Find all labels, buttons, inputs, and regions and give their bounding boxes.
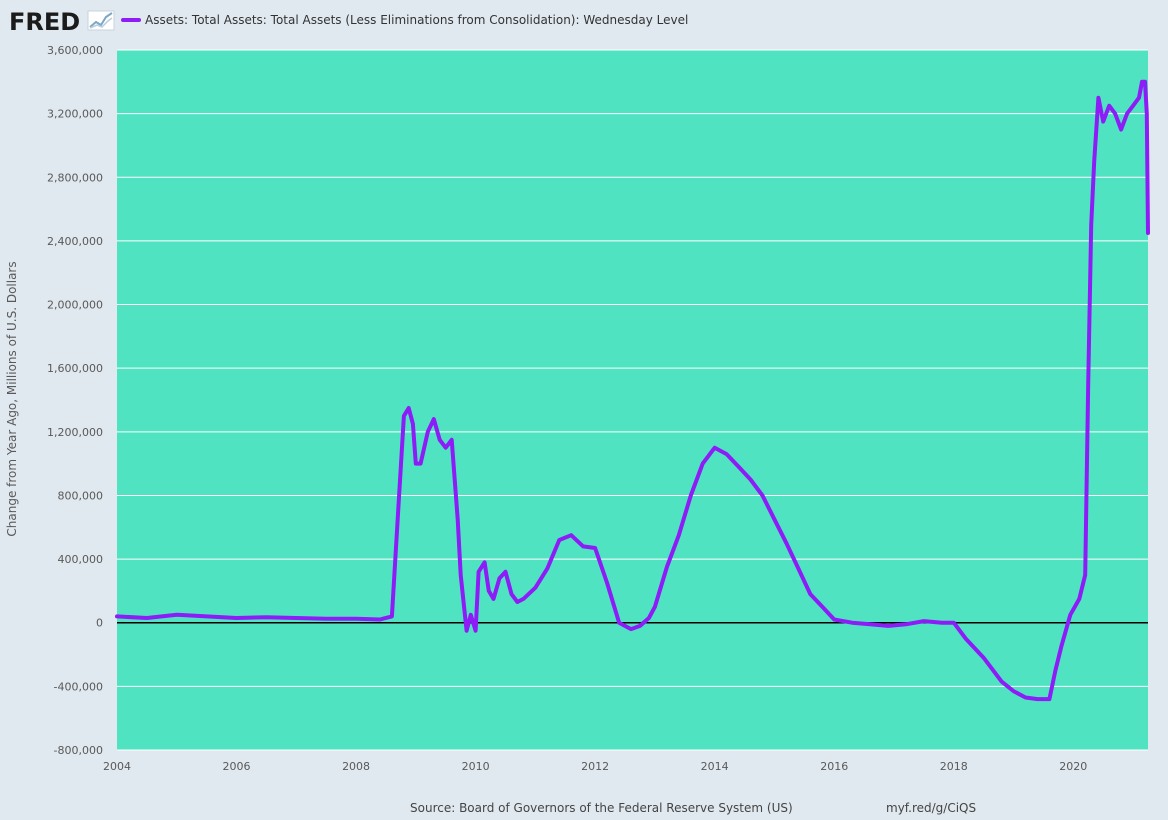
- y-tick-label: -800,000: [54, 744, 103, 757]
- x-axis-ticks: 2004 2006 2008 2010 2012 2014 2016 2018 2020: [103, 760, 1087, 773]
- y-tick-label: 3,200,000: [47, 108, 103, 121]
- series-line-total-assets: [115, 79, 1150, 702]
- y-tick-label: 2,400,000: [47, 235, 103, 248]
- source-note: Source: Board of Governors of the Federa…: [410, 801, 793, 815]
- y-tick-label: 2,800,000: [47, 171, 103, 184]
- plot-area: [117, 50, 1148, 750]
- y-tick-label: 0: [96, 617, 103, 630]
- x-tick-label: 2014: [701, 760, 729, 773]
- x-tick-label: 2004: [103, 760, 131, 773]
- y-axis-ticks: -800,000 -400,000 0 400,000 800,000 1,200,000…: [47, 44, 103, 757]
- legend-label: Assets: Total Assets: Total Assets (Less…: [145, 13, 688, 27]
- y-tick-label: 3,600,000: [47, 44, 103, 57]
- grid-lines: [117, 49, 1148, 751]
- x-tick-label: 2016: [820, 760, 848, 773]
- y-tick-label: 800,000: [58, 489, 104, 502]
- graph-url[interactable]: myf.red/g/CiQS: [886, 801, 976, 815]
- fred-logo: FRED: [9, 8, 115, 36]
- x-tick-label: 2006: [223, 760, 251, 773]
- legend: Assets: Total Assets: Total Assets (Less…: [121, 13, 688, 27]
- y-tick-label: 2,000,000: [47, 299, 103, 312]
- x-tick-label: 2020: [1059, 760, 1087, 773]
- y-tick-label: 1,600,000: [47, 362, 103, 375]
- y-axis-label: Change from Year Ago, Millions of U.S. D…: [5, 261, 19, 536]
- x-tick-label: 2008: [342, 760, 370, 773]
- logo-text: FRED: [9, 8, 80, 36]
- y-tick-label: -400,000: [54, 680, 103, 693]
- x-tick-label: 2012: [581, 760, 609, 773]
- y-tick-label: 1,200,000: [47, 426, 103, 439]
- x-tick-label: 2018: [940, 760, 968, 773]
- y-tick-label: 400,000: [58, 553, 104, 566]
- x-tick-label: 2010: [462, 760, 490, 773]
- mini-chart-icon: [87, 10, 115, 31]
